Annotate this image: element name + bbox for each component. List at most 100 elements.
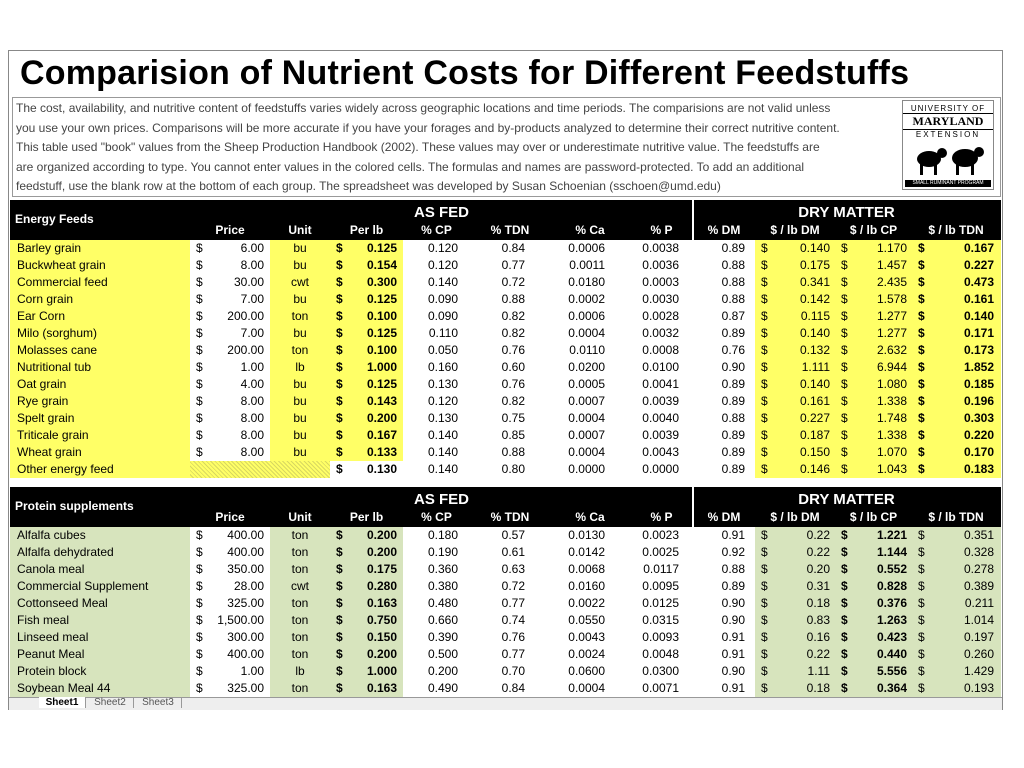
cell-value: 0.130: [427, 411, 458, 425]
currency-symbol: $: [918, 596, 925, 610]
cell-value[interactable]: 8.00: [240, 411, 264, 425]
currency-symbol: $: [336, 326, 343, 340]
cell-value: 0.130: [427, 377, 458, 391]
cell-value: 0.193: [963, 681, 994, 695]
cell-value: ton: [291, 630, 309, 644]
currency-symbol: $: [918, 647, 925, 661]
cell-value: 0.175: [366, 562, 397, 576]
cell-value: 1.338: [876, 394, 907, 408]
cell-value: bu: [293, 394, 307, 408]
sheet-tab[interactable]: Sheet3: [135, 697, 182, 708]
cell-value: 1.277: [876, 309, 907, 323]
currency-symbol: $: [196, 360, 203, 374]
cell-value: 0.140: [427, 275, 458, 289]
cell-value[interactable]: 1.00: [240, 360, 264, 374]
cell-value: 0.0023: [642, 528, 679, 542]
cell-value: 0.0000: [568, 462, 605, 476]
currency-symbol: $: [841, 681, 848, 695]
cell-value: 0.85: [501, 428, 525, 442]
cell-value: 0.76: [501, 377, 525, 391]
currency-symbol: $: [841, 275, 848, 289]
description-line: you use your own prices. Comparisons wil…: [16, 120, 840, 135]
cell-value: 0.0068: [568, 562, 605, 576]
cell-value[interactable]: 8.00: [240, 428, 264, 442]
currency-symbol: $: [841, 360, 848, 374]
cell-value: 0.91: [721, 681, 745, 695]
cell-value: 0.328: [963, 545, 994, 559]
cell-value[interactable]: 7.00: [240, 326, 264, 340]
sheet-tab[interactable]: Sheet2: [87, 697, 134, 708]
currency-symbol: $: [336, 630, 343, 644]
cell-value[interactable]: 325.00: [227, 596, 264, 610]
cell-value[interactable]: 7.00: [240, 292, 264, 306]
cell-value: 0.200: [427, 664, 458, 678]
cell-value[interactable]: 8.00: [240, 445, 264, 459]
currency-symbol: $: [196, 411, 203, 425]
section-title: Energy Feeds: [15, 212, 94, 226]
cell-value[interactable]: 1,500.00: [217, 613, 264, 627]
currency-symbol: $: [336, 462, 343, 476]
cell-value: 1.578: [876, 292, 907, 306]
currency-symbol: $: [841, 428, 848, 442]
currency-symbol: $: [918, 394, 925, 408]
cell-value[interactable]: 8.00: [240, 394, 264, 408]
cell-value[interactable]: 28.00: [233, 579, 264, 593]
cell-value: 0.190: [427, 545, 458, 559]
currency-symbol: $: [761, 275, 768, 289]
currency-symbol: $: [336, 445, 343, 459]
cell-value[interactable]: 400.00: [227, 647, 264, 661]
currency-symbol: $: [761, 579, 768, 593]
feed-name: Linseed meal: [17, 630, 89, 644]
cell-value[interactable]: 200.00: [227, 309, 264, 323]
currency-symbol: $: [918, 562, 925, 576]
currency-symbol: $: [336, 596, 343, 610]
currency-symbol: $: [196, 528, 203, 542]
cell-value: 0.63: [501, 562, 525, 576]
sheet-tab[interactable]: Sheet1: [39, 697, 86, 708]
description-line: are organized according to type. You can…: [16, 159, 805, 174]
cell-value: 1.748: [876, 411, 907, 425]
currency-symbol: $: [336, 613, 343, 627]
cell-value[interactable]: 1.00: [240, 664, 264, 678]
cell-value: 0.0039: [642, 394, 679, 408]
cell-value: 0.88: [721, 411, 745, 425]
cell-value: 0.211: [964, 596, 994, 610]
column-header: Price: [215, 223, 245, 237]
cell-value: 0.22: [806, 528, 830, 542]
cell-value: 0.125: [366, 326, 397, 340]
feed-name: Nutritional tub: [17, 360, 92, 374]
cell-value: 0.0008: [642, 343, 679, 357]
currency-symbol: $: [761, 428, 768, 442]
currency-symbol: $: [841, 613, 848, 627]
currency-symbol: $: [841, 241, 848, 255]
cell-value[interactable]: 350.00: [227, 562, 264, 576]
currency-symbol: $: [196, 545, 203, 559]
cell-value: 1.277: [876, 326, 907, 340]
cell-value[interactable]: 8.00: [240, 258, 264, 272]
cell-value: lb: [295, 360, 305, 374]
cell-value[interactable]: 325.00: [227, 681, 264, 695]
cell-value: 0.227: [963, 258, 994, 272]
cell-value: 0.170: [963, 445, 994, 459]
colored-column: [10, 240, 190, 478]
currency-symbol: $: [761, 681, 768, 695]
cell-value[interactable]: 200.00: [227, 343, 264, 357]
currency-symbol: $: [918, 428, 925, 442]
cell-value[interactable]: 6.00: [240, 241, 264, 255]
cell-value: 0.0130: [568, 528, 605, 542]
currency-symbol: $: [761, 326, 768, 340]
cell-value: 0.0004: [568, 326, 605, 340]
cell-value: 0.480: [427, 596, 458, 610]
cell-value: 0.227: [799, 411, 830, 425]
currency-symbol: $: [918, 326, 925, 340]
cell-value[interactable]: 30.00: [233, 275, 264, 289]
colored-column: [835, 527, 912, 697]
cell-value: cwt: [291, 275, 309, 289]
cell-value[interactable]: 4.00: [240, 377, 264, 391]
cell-value[interactable]: 400.00: [227, 528, 264, 542]
cell-value[interactable]: 300.00: [227, 630, 264, 644]
cell-value[interactable]: 400.00: [227, 545, 264, 559]
currency-symbol: $: [761, 360, 768, 374]
feed-name: Peanut Meal: [17, 647, 85, 661]
currency-symbol: $: [841, 292, 848, 306]
